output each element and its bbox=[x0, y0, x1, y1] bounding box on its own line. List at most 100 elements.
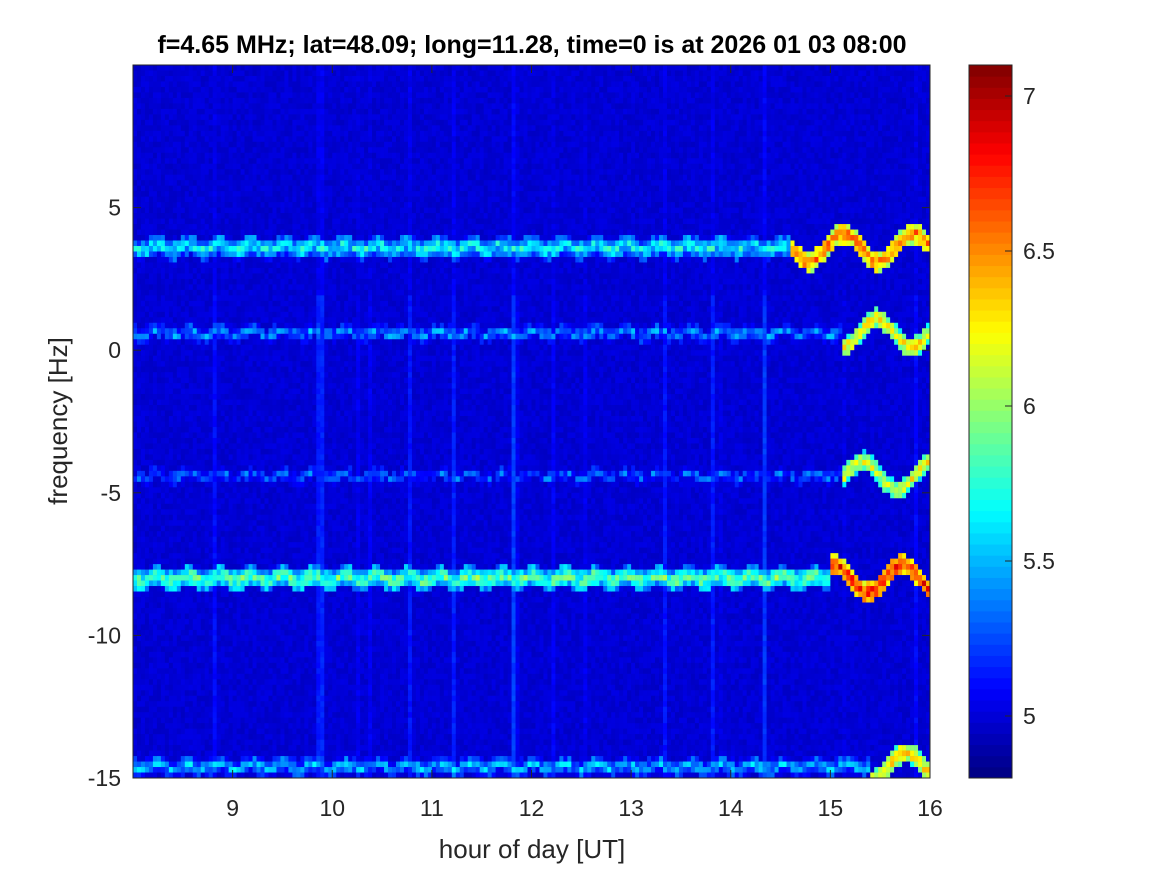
heat-cell bbox=[141, 493, 145, 499]
heat-cell bbox=[237, 476, 241, 482]
heat-cell bbox=[261, 350, 265, 356]
heat-cell bbox=[233, 679, 237, 685]
heat-cell bbox=[149, 394, 153, 400]
heat-cell bbox=[149, 564, 153, 570]
heat-cell bbox=[153, 339, 157, 345]
heat-cell bbox=[245, 202, 249, 208]
heat-cell bbox=[225, 460, 229, 466]
heat-cell bbox=[205, 471, 209, 477]
heat-cell bbox=[225, 219, 229, 225]
heat-cell bbox=[221, 581, 225, 587]
heat-cell bbox=[185, 81, 189, 87]
heat-cell bbox=[173, 87, 177, 93]
heat-cell bbox=[197, 438, 201, 444]
heat-cell bbox=[141, 718, 145, 724]
heat-cell bbox=[181, 515, 185, 521]
heat-cell bbox=[205, 679, 209, 685]
heat-cell bbox=[276, 367, 280, 373]
heat-cell bbox=[185, 98, 189, 104]
heat-cell bbox=[280, 734, 284, 740]
heat-cell bbox=[149, 356, 153, 362]
heat-cell bbox=[261, 120, 265, 126]
heat-cell bbox=[169, 334, 173, 340]
heat-cell bbox=[185, 526, 189, 532]
heat-cell bbox=[141, 405, 145, 411]
heat-cell bbox=[145, 224, 149, 230]
heat-cell bbox=[249, 114, 253, 120]
heat-cell bbox=[253, 65, 257, 71]
heat-cell bbox=[181, 87, 185, 93]
heat-cell bbox=[173, 685, 177, 691]
heat-cell bbox=[253, 92, 257, 98]
heat-cell bbox=[181, 498, 185, 504]
heat-cell bbox=[157, 147, 161, 153]
heat-cell bbox=[209, 608, 213, 614]
heat-cell bbox=[137, 279, 141, 285]
heat-cell bbox=[197, 306, 201, 312]
heat-cell bbox=[153, 405, 157, 411]
heat-cell bbox=[249, 268, 253, 274]
heat-cell bbox=[225, 284, 229, 290]
heat-cell bbox=[189, 646, 193, 652]
heat-cell bbox=[177, 767, 181, 773]
heat-cell bbox=[153, 723, 157, 729]
heat-cell bbox=[193, 279, 197, 285]
heat-cell bbox=[193, 81, 197, 87]
heat-cell bbox=[185, 411, 189, 417]
heat-cell bbox=[213, 602, 217, 608]
heat-cell bbox=[272, 334, 276, 340]
heat-cell bbox=[265, 504, 269, 510]
heat-cell bbox=[177, 602, 181, 608]
heat-cell bbox=[197, 87, 201, 93]
heat-cell bbox=[253, 389, 257, 395]
heat-cell bbox=[209, 624, 213, 630]
heat-cell bbox=[157, 356, 161, 362]
heat-cell bbox=[233, 328, 237, 334]
heat-cell bbox=[161, 345, 165, 351]
heat-cell bbox=[257, 690, 261, 696]
heat-cell bbox=[257, 175, 261, 181]
heat-cell bbox=[265, 718, 269, 724]
heat-cell bbox=[257, 378, 261, 384]
heat-cell bbox=[225, 153, 229, 159]
heat-cell bbox=[233, 98, 237, 104]
heat-cell bbox=[209, 301, 213, 307]
heat-cell bbox=[233, 131, 237, 137]
heat-cell bbox=[197, 745, 201, 751]
heat-cell bbox=[177, 87, 181, 93]
heat-cell bbox=[209, 268, 213, 274]
heat-cell bbox=[268, 504, 272, 510]
heat-cell bbox=[249, 246, 253, 252]
heat-cell bbox=[217, 581, 221, 587]
heat-cell bbox=[280, 471, 284, 477]
heat-cell bbox=[141, 257, 145, 263]
heat-cell bbox=[241, 131, 245, 137]
heat-cell bbox=[185, 641, 189, 647]
heat-cell bbox=[133, 723, 137, 729]
heat-cell bbox=[205, 394, 209, 400]
heat-cell bbox=[237, 383, 241, 389]
heat-cell bbox=[233, 449, 237, 455]
heat-cell bbox=[268, 98, 272, 104]
heat-cell bbox=[189, 520, 193, 526]
heat-cell bbox=[173, 120, 177, 126]
heat-cell bbox=[177, 153, 181, 159]
heat-cell bbox=[209, 65, 213, 71]
heat-cell bbox=[272, 372, 276, 378]
heat-cell bbox=[213, 120, 217, 126]
heat-cell bbox=[249, 498, 253, 504]
heat-cell bbox=[197, 564, 201, 570]
heat-cell bbox=[276, 175, 280, 181]
heat-cell bbox=[181, 202, 185, 208]
heat-cell bbox=[197, 328, 201, 334]
heat-cell bbox=[245, 317, 249, 323]
heat-cell bbox=[189, 723, 193, 729]
heat-cell bbox=[245, 718, 249, 724]
heat-cell bbox=[149, 597, 153, 603]
heat-cell bbox=[272, 449, 276, 455]
heat-cell bbox=[233, 454, 237, 460]
heat-cell bbox=[229, 443, 233, 449]
heat-cell bbox=[241, 438, 245, 444]
heat-cell bbox=[169, 400, 173, 406]
heat-cell bbox=[185, 389, 189, 395]
